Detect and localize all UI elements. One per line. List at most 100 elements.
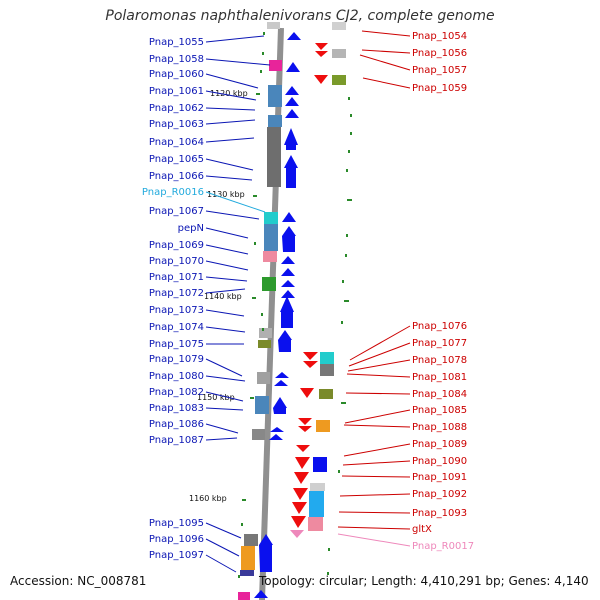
gene-label[interactable]: Pnap_1079 [149, 354, 204, 365]
label-connector [205, 260, 249, 271]
label-connector [205, 137, 255, 143]
label-connector [205, 175, 253, 181]
label-connector [205, 244, 249, 255]
gene-label[interactable]: pepN [178, 223, 204, 234]
kbp-mark: 1150 kbp [197, 393, 235, 402]
gene-label[interactable]: Pnap_1059 [412, 83, 467, 94]
gene-label[interactable]: Pnap_1091 [412, 472, 467, 483]
cog-blocks-right [308, 22, 346, 531]
gene-label[interactable]: Pnap_1064 [149, 137, 204, 148]
gene-label[interactable]: Pnap_1069 [149, 240, 204, 251]
gene-label[interactable]: Pnap_1081 [412, 372, 467, 383]
gene-label[interactable]: Pnap_1072 [149, 288, 204, 299]
label-connector [205, 326, 246, 333]
label-connector [205, 309, 245, 317]
label-connector [339, 493, 411, 497]
gene-label[interactable]: Pnap_1070 [149, 256, 204, 267]
label-connector [205, 288, 246, 294]
gene-label[interactable]: Pnap_1097 [149, 550, 204, 561]
gene-label[interactable]: Pnap_1067 [149, 206, 204, 217]
gene-label[interactable]: Pnap_1075 [149, 339, 204, 350]
label-connector [337, 526, 411, 530]
label-connector [343, 424, 411, 428]
label-connector [337, 533, 411, 547]
label-connector [205, 191, 266, 213]
gene-label[interactable]: Pnap_1088 [412, 422, 467, 433]
gene-label[interactable]: Pnap_1086 [149, 419, 204, 430]
gene-label[interactable]: Pnap_1074 [149, 322, 204, 333]
label-connector [205, 276, 248, 282]
label-connector [205, 227, 249, 239]
gene-label[interactable]: Pnap_1095 [149, 518, 204, 529]
tick-marks [238, 32, 352, 578]
gene-label[interactable]: Pnap_1058 [149, 54, 204, 65]
gene-label[interactable]: Pnap_1077 [412, 338, 467, 349]
gene-label[interactable]: Pnap_1061 [149, 86, 204, 97]
gene-label[interactable]: Pnap_1085 [412, 405, 467, 416]
label-connector [205, 554, 237, 573]
label-connector [347, 359, 411, 372]
label-connector [341, 475, 411, 478]
gene-label[interactable]: Pnap_1076 [412, 321, 467, 332]
gene-label[interactable]: gltX [412, 524, 432, 535]
label-connector [205, 90, 257, 101]
gene-label[interactable]: Pnap_1078 [412, 355, 467, 366]
kbp-mark: 1160 kbp [189, 494, 227, 503]
label-connector [205, 437, 238, 441]
left-label-group: Pnap_1055 Pnap_1058 Pnap_1060 Pnap_1061 Pnap… [142, 35, 271, 573]
label-connector [205, 538, 240, 557]
gene-label[interactable]: Pnap_1056 [412, 48, 467, 59]
label-connector [205, 210, 260, 220]
gene-label[interactable]: Pnap_1055 [149, 37, 204, 48]
genome-backbone [259, 27, 284, 600]
kbp-mark: 1130 kbp [207, 190, 245, 199]
gene-label[interactable]: Pnap_1092 [412, 489, 467, 500]
label-connector [205, 107, 256, 111]
label-connector [348, 342, 411, 367]
gene-label[interactable]: Pnap_1084 [412, 389, 467, 400]
label-connector [346, 373, 411, 378]
label-connector [343, 443, 411, 457]
gene-label[interactable]: Pnap_1060 [149, 69, 204, 80]
label-connector [205, 407, 244, 411]
gene-label[interactable]: Pnap_1087 [149, 435, 204, 446]
gene-label[interactable]: Pnap_1071 [149, 272, 204, 283]
accession-text: Accession: NC_008781 [10, 574, 147, 588]
gene-label[interactable]: Pnap_1096 [149, 534, 204, 545]
gene-label[interactable]: Pnap_R0016 [142, 187, 204, 198]
gene-label[interactable]: Pnap_1065 [149, 154, 204, 165]
label-connector [362, 77, 411, 89]
label-connector [205, 522, 242, 539]
gene-label[interactable]: Pnap_1082 [149, 387, 204, 398]
label-connector [205, 73, 259, 89]
gene-label[interactable]: Pnap_1093 [412, 508, 467, 519]
label-connector [205, 391, 244, 402]
label-connector [205, 35, 265, 43]
gene-label[interactable]: Pnap_1066 [149, 171, 204, 182]
gene-label[interactable]: Pnap_1054 [412, 31, 467, 42]
gene-label[interactable]: Pnap_1073 [149, 305, 204, 316]
kbp-mark: 1120 kbp [210, 89, 248, 98]
label-connector [205, 119, 256, 125]
label-connector [205, 158, 254, 171]
label-connector [205, 423, 239, 434]
gene-label[interactable]: Pnap_1089 [412, 439, 467, 450]
gene-label[interactable]: Pnap_R0017 [412, 541, 474, 552]
label-connector [359, 54, 411, 71]
gene-label[interactable]: Pnap_1057 [412, 65, 467, 76]
gene-label[interactable]: Pnap_1080 [149, 371, 204, 382]
map-title: Polaromonas naphthalenivorans CJ2, compl… [105, 8, 495, 24]
gene-label[interactable]: Pnap_1090 [412, 456, 467, 467]
label-connector [361, 49, 411, 54]
label-connector [338, 511, 411, 514]
label-connector [361, 30, 411, 37]
gene-label[interactable]: Pnap_1083 [149, 403, 204, 414]
label-connector [205, 358, 243, 377]
label-connector [205, 58, 271, 66]
kbp-mark: 1140 kbp [204, 292, 242, 301]
right-label-group: Pnap_1054 Pnap_1056 Pnap_1057 Pnap_1059 Pnap… [337, 30, 474, 552]
label-connector [345, 392, 411, 395]
gene-label[interactable]: Pnap_1062 [149, 103, 204, 114]
gene-label[interactable]: Pnap_1063 [149, 119, 204, 130]
